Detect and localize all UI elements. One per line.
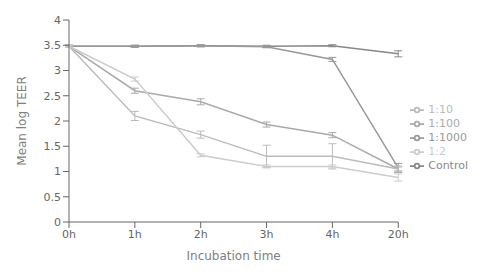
html-text:1:100: 1:100: [428, 117, 460, 130]
svg-text:4h: 4h: [325, 228, 339, 241]
svg-text:4: 4: [54, 14, 61, 27]
svg-text:2.5: 2.5: [44, 90, 62, 103]
html-text:1:2: 1:2: [428, 145, 446, 158]
svg-text:0: 0: [54, 216, 61, 229]
svg-text:0h: 0h: [62, 228, 76, 241]
svg-text:Mean log TEER: Mean log TEER: [15, 76, 29, 165]
html-text:1:1000: 1:1000: [428, 131, 467, 144]
svg-text:3.5: 3.5: [44, 39, 62, 52]
svg-text:20h: 20h: [388, 228, 409, 241]
svg-text:2: 2: [54, 115, 61, 128]
svg-text:2h: 2h: [194, 228, 208, 241]
svg-text:3h: 3h: [260, 228, 274, 241]
html-text:Control: Control: [428, 159, 468, 172]
svg-text:0.5: 0.5: [44, 191, 62, 204]
svg-text:3: 3: [54, 64, 61, 77]
svg-text:1: 1: [54, 165, 61, 178]
svg-text:Incubation time: Incubation time: [187, 249, 281, 263]
svg-text:1.5: 1.5: [44, 140, 62, 153]
svg-text:1h: 1h: [128, 228, 142, 241]
html-text:1:10: 1:10: [428, 103, 453, 116]
